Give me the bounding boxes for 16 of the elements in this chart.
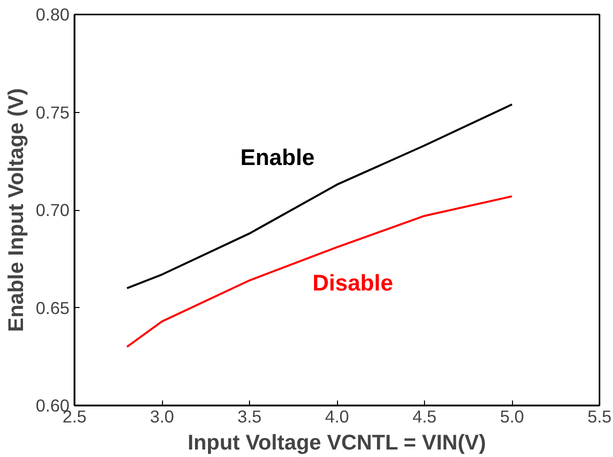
line-series (126, 195, 513, 348)
y-tick-label: 0.75 (36, 102, 70, 122)
x-tick-label: 4.5 (412, 406, 437, 426)
y-tick-label: 0.70 (36, 200, 70, 220)
x-tick-label: 5.0 (500, 406, 524, 426)
y-tick-label: 0.65 (36, 298, 70, 318)
x-tick-label: 4.0 (324, 406, 350, 426)
y-tick-label: 0.80 (36, 4, 70, 24)
y-axis-title: Enable Input Voltage (V) (4, 88, 28, 332)
line-series (126, 103, 513, 290)
x-tick-label: 3.5 (237, 406, 262, 426)
series-label: Disable (312, 269, 394, 296)
x-tick-label: 3.0 (150, 406, 174, 426)
x-tick-label: 5.5 (587, 406, 612, 426)
x-axis-title: Input Voltage VCNTL = VIN(V) (188, 430, 486, 454)
series-label: Enable (240, 144, 315, 170)
